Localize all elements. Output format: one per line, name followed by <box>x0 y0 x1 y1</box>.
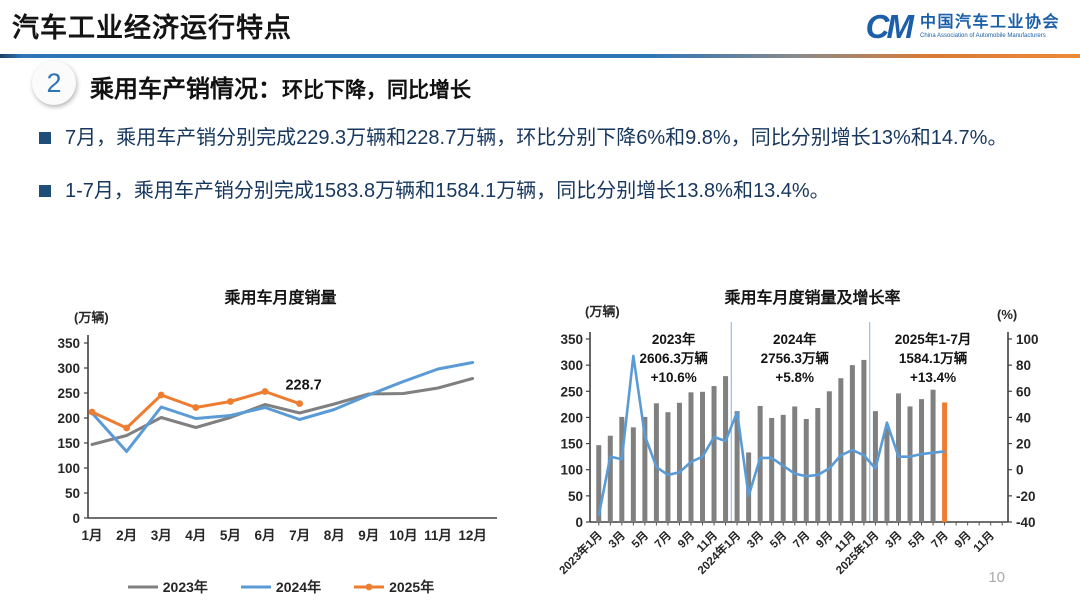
section-number-badge: 2 <box>32 61 76 105</box>
left-chart-plot: 0 50 100 150 200 250 300 350 1月 2月 3月 4月 5月 6月 7月 8月 9月 1… <box>57 335 497 543</box>
left-chart-title: 乘用车月度销量 <box>224 290 337 307</box>
svg-text:50: 50 <box>568 489 583 504</box>
svg-text:+13.4%: +13.4% <box>910 370 956 385</box>
right-chart-title: 乘用车月度销量及增长率 <box>724 290 901 307</box>
section-title: 乘用车产销情况：环比下降，同比增长 <box>90 69 471 104</box>
bullet-square-icon <box>39 132 51 144</box>
svg-text:4月: 4月 <box>185 528 206 543</box>
left-chart-unit-label: (万辆) <box>74 310 109 325</box>
svg-text:2月: 2月 <box>116 528 137 543</box>
svg-text:7月: 7月 <box>791 529 813 551</box>
svg-text:60: 60 <box>1016 384 1031 399</box>
svg-text:2606.3万辆: 2606.3万辆 <box>640 350 709 366</box>
svg-text:20: 20 <box>1016 437 1031 452</box>
svg-text:11月: 11月 <box>971 529 997 555</box>
svg-text:7月: 7月 <box>929 529 951 551</box>
svg-text:150: 150 <box>560 437 583 452</box>
svg-text:3月: 3月 <box>744 529 766 551</box>
page-number: 10 <box>988 569 1005 586</box>
svg-text:5月: 5月 <box>767 529 789 551</box>
svg-text:200: 200 <box>57 411 80 426</box>
svg-text:8月: 8月 <box>324 528 345 543</box>
svg-text:2025年1-7月: 2025年1-7月 <box>895 331 972 347</box>
legend-line-swatch <box>127 585 158 589</box>
page-title: 汽车工业经济运行特点 <box>12 13 292 43</box>
legend-line-swatch <box>354 583 385 591</box>
svg-text:200: 200 <box>560 410 583 425</box>
section-title-main: 乘用车产销情况： <box>90 76 282 103</box>
svg-text:9月: 9月 <box>814 529 836 551</box>
svg-text:+10.6%: +10.6% <box>651 370 697 385</box>
section-title-sub: 环比下降，同比增长 <box>282 79 471 102</box>
monthly-sales-line-chart: 乘用车月度销量 (万辆) 0 50 100 150 200 250 300 350 1月 2月 3月… <box>28 280 533 606</box>
svg-text:+5.8%: +5.8% <box>775 370 814 385</box>
caam-logo: CM 中国汽车工业协会 China Association of Automob… <box>866 10 1060 43</box>
svg-text:40: 40 <box>1016 410 1031 425</box>
left-chart-legend: 2023年 2024年 2025年 <box>28 577 533 597</box>
svg-text:100: 100 <box>57 461 80 476</box>
cm-monogram-icon: CM <box>865 8 914 45</box>
svg-text:9月: 9月 <box>952 529 974 551</box>
svg-text:50: 50 <box>65 486 80 501</box>
svg-text:9月: 9月 <box>358 528 379 543</box>
svg-text:1584.1万辆: 1584.1万辆 <box>899 350 968 366</box>
svg-text:9月: 9月 <box>675 529 697 551</box>
svg-text:11月: 11月 <box>424 528 452 543</box>
bullet-text: 7月，乘用车产销分别完成229.3万辆和228.7万辆，环比分别下降6%和9.8… <box>65 127 1008 149</box>
svg-text:5月: 5月 <box>220 528 241 543</box>
svg-text:100: 100 <box>1016 332 1039 347</box>
svg-text:300: 300 <box>560 358 583 373</box>
svg-text:3月: 3月 <box>606 529 628 551</box>
bullet-item: 1-7月，乘用车产销分别完成1583.8万辆和1584.1万辆，同比分别增长13… <box>38 175 1052 207</box>
svg-text:350: 350 <box>560 332 583 347</box>
svg-text:0: 0 <box>72 511 80 526</box>
svg-text:80: 80 <box>1016 358 1031 373</box>
svg-text:2023年1月: 2023年1月 <box>556 528 605 577</box>
svg-text:100: 100 <box>560 463 583 478</box>
svg-text:-40: -40 <box>1016 515 1036 530</box>
monthly-sales-growth-combo-chart: 乘用车月度销量及增长率 (万辆) (%) 0 50 100 150 200 250 300 3… <box>545 280 1080 606</box>
svg-text:150: 150 <box>57 436 80 451</box>
svg-text:2756.3万辆: 2756.3万辆 <box>761 350 830 366</box>
right-chart-left-unit-label: (万辆) <box>585 304 620 319</box>
header-divider <box>0 54 1080 58</box>
svg-text:228.7: 228.7 <box>285 378 321 394</box>
svg-text:0: 0 <box>575 515 583 530</box>
svg-text:10月: 10月 <box>389 528 418 543</box>
svg-text:350: 350 <box>57 336 80 351</box>
right-chart-right-unit-label: (%) <box>997 307 1018 322</box>
svg-text:250: 250 <box>57 386 80 401</box>
legend-item: 2025年 <box>353 577 434 597</box>
legend-line-swatch <box>240 585 271 589</box>
bullet-text: 1-7月，乘用车产销分别完成1583.8万辆和1584.1万辆，同比分别增长13… <box>65 180 830 202</box>
svg-text:7月: 7月 <box>652 529 674 551</box>
svg-text:-20: -20 <box>1016 489 1036 504</box>
svg-text:6月: 6月 <box>254 528 275 543</box>
svg-text:3月: 3月 <box>883 529 905 551</box>
svg-text:2024年: 2024年 <box>773 331 817 347</box>
bullet-item: 7月，乘用车产销分别完成229.3万辆和228.7万辆，环比分别下降6%和9.8… <box>38 122 1052 154</box>
bullet-list: 7月，乘用车产销分别完成229.3万辆和228.7万辆，环比分别下降6%和9.8… <box>38 122 1052 228</box>
svg-text:5月: 5月 <box>906 529 928 551</box>
legend-item: 2024年 <box>240 577 321 597</box>
bullet-square-icon <box>39 185 51 197</box>
svg-text:0: 0 <box>1016 463 1024 478</box>
svg-text:7月: 7月 <box>289 528 310 543</box>
svg-text:3月: 3月 <box>151 528 172 543</box>
legend-item: 2023年 <box>127 577 208 597</box>
logo-name-cn: 中国汽车工业协会 <box>919 14 1060 32</box>
svg-text:300: 300 <box>57 361 80 376</box>
svg-text:1月: 1月 <box>81 528 102 543</box>
svg-text:5月: 5月 <box>629 529 651 551</box>
svg-text:12月: 12月 <box>458 528 487 543</box>
right-chart-plot: 0 50 100 150 200 250 300 350 -40 -20 0 20 40 60 80 100 2… <box>556 322 1039 577</box>
logo-name-en: China Association of Automobile Manufact… <box>919 32 1046 39</box>
svg-text:250: 250 <box>560 384 583 399</box>
svg-text:2023年: 2023年 <box>652 331 696 347</box>
